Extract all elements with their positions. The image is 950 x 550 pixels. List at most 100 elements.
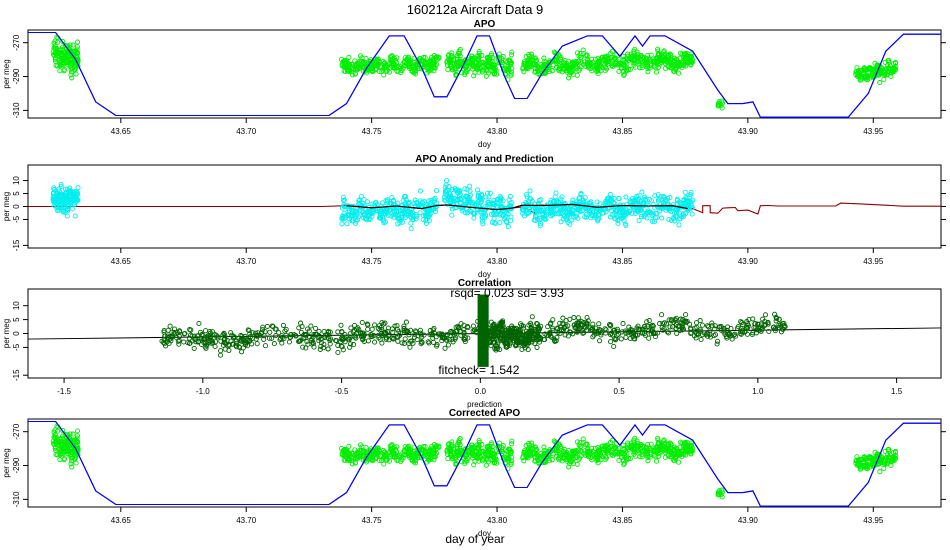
data-point — [405, 55, 411, 61]
data-point — [369, 326, 375, 332]
data-point — [267, 329, 273, 335]
data-point — [544, 211, 550, 217]
data-point — [687, 321, 693, 327]
data-point — [482, 214, 488, 221]
data-point — [550, 325, 556, 331]
data-point — [714, 341, 720, 347]
data-point — [351, 66, 357, 73]
data-point — [645, 65, 651, 71]
data-point — [682, 189, 688, 195]
data-point — [644, 319, 650, 325]
data-point — [399, 68, 405, 74]
data-point — [562, 60, 568, 66]
data-point — [647, 196, 653, 203]
data-point — [286, 339, 292, 345]
x-tick-label: 43.85 — [612, 516, 633, 525]
data-point — [365, 338, 371, 344]
data-point — [399, 340, 405, 346]
data-point — [344, 221, 350, 227]
y-tick-label: -15 — [12, 369, 21, 381]
data-point — [403, 194, 409, 200]
data-point — [432, 62, 438, 68]
data-point — [374, 202, 380, 208]
data-point — [500, 213, 506, 219]
data-point — [872, 73, 878, 79]
data-point — [594, 205, 600, 211]
data-point — [360, 209, 366, 215]
data-point — [619, 204, 625, 210]
data-point — [614, 209, 620, 215]
data-point — [264, 323, 270, 329]
data-point — [196, 320, 202, 327]
data-point — [492, 68, 498, 74]
data-point — [342, 331, 348, 338]
data-point — [632, 46, 638, 52]
data-point — [648, 52, 654, 58]
data-point — [432, 208, 439, 214]
x-axis-label: prediction — [467, 400, 502, 409]
data-point — [712, 323, 718, 329]
data-point — [541, 55, 547, 61]
data-point — [561, 208, 567, 214]
data-point — [464, 69, 470, 75]
data-point — [362, 216, 368, 222]
data-point — [382, 219, 388, 225]
data-point — [489, 219, 495, 225]
data-point — [411, 334, 418, 340]
data-point — [401, 208, 407, 214]
data-point — [74, 44, 80, 50]
data-point — [348, 341, 354, 347]
data-point — [353, 67, 359, 73]
data-point — [688, 199, 694, 205]
data-point — [384, 197, 391, 203]
data-point — [853, 71, 859, 77]
data-point — [483, 462, 489, 468]
x-axis-label: doy — [478, 140, 491, 149]
data-point — [588, 65, 594, 71]
data-point — [592, 56, 598, 62]
data-point — [404, 61, 411, 67]
data-point — [448, 64, 455, 70]
data-point — [535, 68, 541, 74]
data-point — [892, 60, 898, 66]
data-point — [64, 200, 70, 206]
x-tick-label: 43.80 — [487, 127, 508, 136]
data-point — [674, 210, 680, 216]
panel-title: Corrected APO — [449, 408, 521, 419]
data-point — [611, 343, 617, 350]
data-point — [73, 71, 79, 77]
y-tick-label: -310 — [12, 102, 21, 119]
data-point — [718, 102, 724, 109]
y-tick-label: -290 — [12, 457, 21, 474]
data-point — [552, 194, 558, 200]
data-point — [638, 211, 644, 217]
data-point — [528, 63, 534, 69]
data-point — [676, 459, 682, 465]
data-point — [607, 55, 613, 61]
data-point — [607, 214, 614, 220]
data-point — [51, 202, 57, 208]
data-point — [409, 68, 415, 74]
y-tick-label: -5 — [12, 343, 21, 351]
data-point — [651, 63, 657, 69]
data-point — [887, 69, 893, 75]
data-point — [69, 206, 75, 212]
data-point — [509, 438, 515, 444]
data-point — [567, 210, 574, 216]
data-point — [379, 200, 385, 206]
data-point — [881, 76, 887, 83]
data-point — [391, 204, 397, 210]
data-point — [641, 200, 647, 206]
data-point — [378, 209, 384, 215]
panel-title: Correlation — [458, 278, 511, 289]
data-point — [71, 200, 77, 206]
data-point — [712, 326, 718, 332]
panel-title: APO Anomaly and Prediction — [415, 154, 554, 165]
data-point — [69, 75, 75, 81]
data-point — [470, 61, 476, 67]
data-point — [344, 58, 350, 64]
data-point — [64, 59, 70, 66]
data-point — [671, 214, 677, 220]
data-point — [616, 195, 622, 201]
data-point — [68, 66, 74, 72]
